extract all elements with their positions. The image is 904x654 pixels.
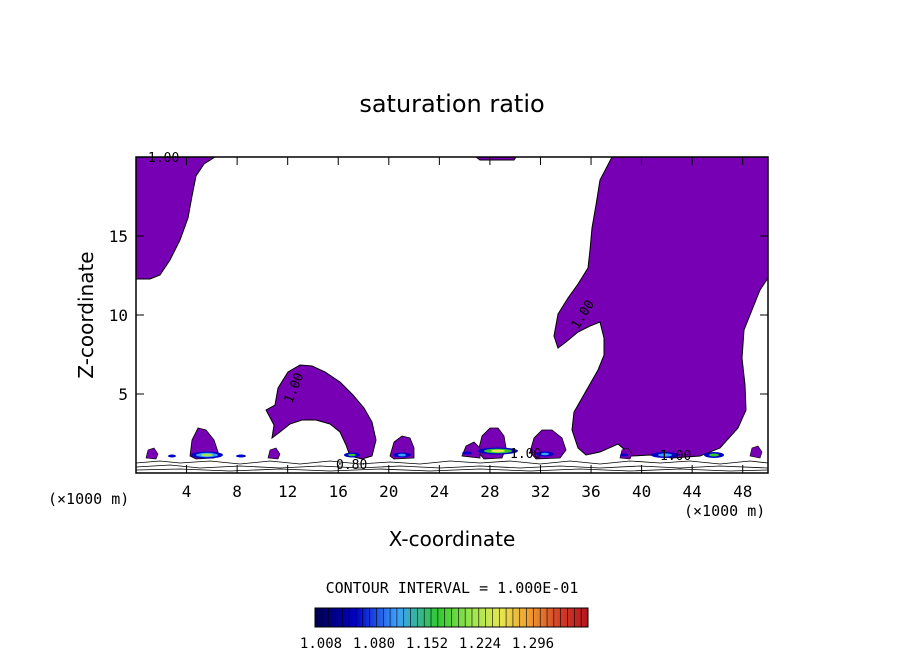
region-blob-30 <box>461 441 481 459</box>
region-right <box>553 157 768 459</box>
y-tick-label: 10 <box>109 306 128 325</box>
surface-contours <box>136 460 768 472</box>
contour-interval: CONTOUR INTERVAL = 1.000E-01 <box>326 579 579 597</box>
region-blob-6 <box>189 427 219 460</box>
x-axis-title: X-coordinate <box>389 527 516 551</box>
region-mid-left <box>265 364 377 460</box>
region-top-left <box>136 157 216 280</box>
x-tick-label: 16 <box>329 482 348 501</box>
contour-label: 1.00 <box>660 449 691 464</box>
x-tick-label: 36 <box>581 482 600 501</box>
colorbar-label: 1.296 <box>512 636 554 652</box>
contour-label: 0.80 <box>336 458 367 473</box>
region-blob-32 <box>529 429 567 460</box>
x-tick-label: 20 <box>379 482 398 501</box>
colorbar-labels: 1.008 1.080 1.152 1.224 1.296 <box>300 636 554 652</box>
contour-label: 1.00 <box>510 447 541 462</box>
x-tick-label: 24 <box>430 482 449 501</box>
colorbar-label: 1.224 <box>459 636 501 652</box>
y-axis: 5 10 15 <box>109 227 768 404</box>
y-tick-label: 15 <box>109 227 128 246</box>
chart-title: saturation ratio <box>359 90 544 118</box>
y-tick-label: 5 <box>118 385 128 404</box>
region-blob-48 <box>749 445 763 459</box>
x-unit-left: (×1000 m) <box>48 490 129 508</box>
x-tick-label: 44 <box>683 482 702 501</box>
x-tick-label: 8 <box>232 482 242 501</box>
colorbar-label: 1.008 <box>300 636 342 652</box>
colorbar-dividers <box>321 608 582 627</box>
supersaturation-cores <box>168 447 724 459</box>
contour-label: 1.00 <box>148 151 179 166</box>
x-tick-label: 28 <box>480 482 499 501</box>
x-tick-label: 12 <box>278 482 297 501</box>
region-blob-3 <box>145 447 159 460</box>
contour-fill <box>136 157 768 472</box>
colorbar-label: 1.152 <box>406 636 448 652</box>
y-axis-title: Z-coordinate <box>74 251 98 378</box>
region-blob-12 <box>267 447 281 460</box>
x-tick-label: 32 <box>531 482 550 501</box>
x-tick-label: 4 <box>182 482 192 501</box>
x-tick-label: 48 <box>733 482 752 501</box>
colorbar-label: 1.080 <box>353 636 395 652</box>
x-axis: 4 8 12 16 20 24 28 32 36 40 44 48 <box>182 157 752 501</box>
x-tick-label: 40 <box>632 482 651 501</box>
x-unit-right: (×1000 m) <box>684 502 765 520</box>
